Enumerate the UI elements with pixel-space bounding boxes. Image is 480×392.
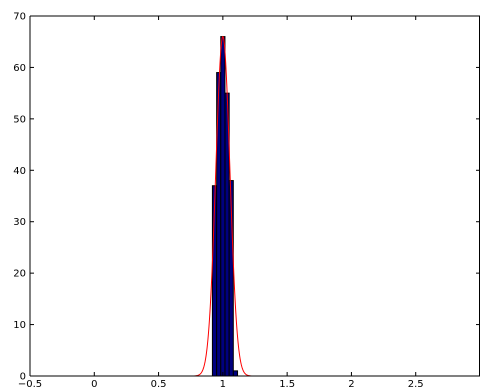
x-tick-label: −0.5 xyxy=(18,379,42,390)
x-tick-label: 1 xyxy=(220,379,226,390)
x-tick-label: 2.5 xyxy=(408,379,424,390)
fit-curve xyxy=(194,35,252,377)
histogram-bar-5 xyxy=(232,370,239,377)
y-tick-label: 60 xyxy=(13,63,26,74)
x-tick-label: 0.5 xyxy=(151,379,167,390)
y-tick-label: 30 xyxy=(13,217,26,228)
x-tick-label: 1.5 xyxy=(279,379,295,390)
x-ticks-group: −0.5 0 0.5 1 1.5 2 2.5 xyxy=(18,16,424,390)
y-tick-label: 0 xyxy=(20,372,26,383)
y-tick-label: 70 xyxy=(13,12,26,23)
histogram-bar-2 xyxy=(220,36,226,377)
y-tick-label: 20 xyxy=(13,269,26,280)
y-tick-label: 40 xyxy=(13,166,26,177)
y-tick-label: 50 xyxy=(13,114,26,125)
x-tick-label: 2 xyxy=(348,379,354,390)
x-tick-label: 0 xyxy=(91,379,97,390)
y-ticks-group: 0 10 20 30 40 50 60 70 xyxy=(13,12,480,383)
y-tick-label: 10 xyxy=(13,320,26,331)
